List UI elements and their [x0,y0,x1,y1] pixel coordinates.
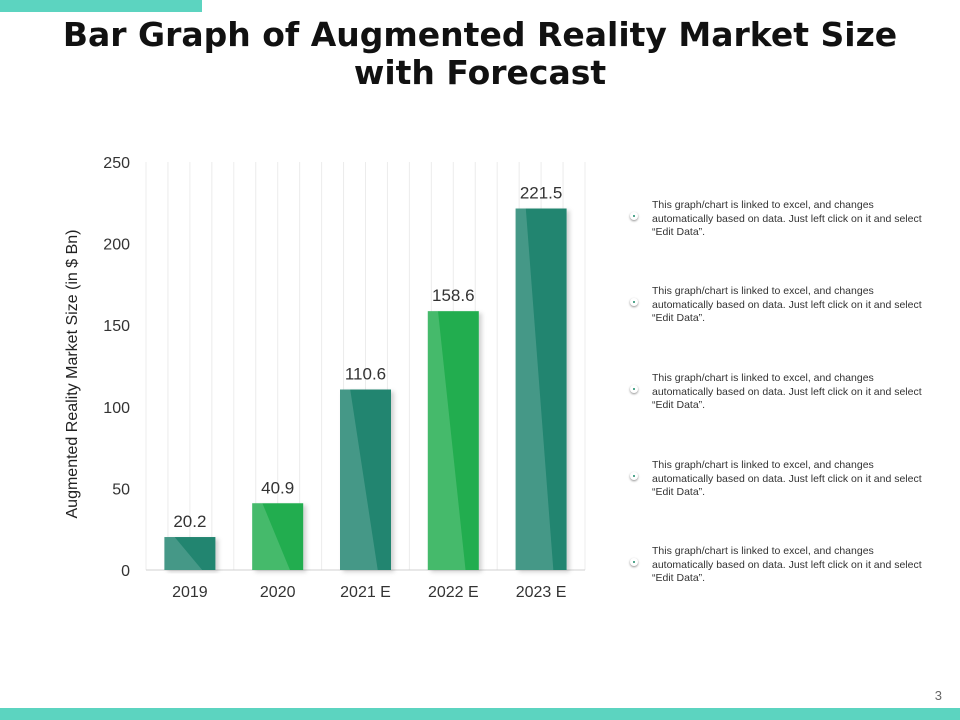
x-tick-label: 2022 E [428,584,479,601]
y-axis-label: Augmented Reality Market Size (in $ Bn) [64,229,81,518]
page-number: 3 [934,688,942,703]
bar [252,503,304,570]
y-tick-label: 50 [112,481,130,498]
bullet-icon [630,472,638,480]
bullet-icon [630,558,638,566]
bar-highlight [515,208,554,570]
y-tick-label: 150 [103,318,130,335]
bar [340,389,391,570]
bar-highlight [427,311,466,570]
data-label: 158.6 [432,286,475,305]
y-tick-label: 200 [103,237,130,254]
y-tick-label: 100 [103,400,130,417]
data-label: 221.5 [520,184,563,203]
bar-highlight [340,389,378,570]
bottom-accent-band [0,708,960,720]
bar [427,311,479,570]
top-accent-bar [0,0,202,12]
y-tick-label: 0 [121,563,130,580]
note-text: This graph/chart is linked to excel, and… [652,285,922,324]
note-text: This graph/chart is linked to excel, and… [652,545,922,584]
bar-highlight [164,537,203,570]
x-tick-label: 2021 E [340,584,391,601]
note-text: This graph/chart is linked to excel, and… [652,199,922,238]
bullet-icon [630,212,638,220]
data-label: 40.9 [261,478,294,497]
note-text: This graph/chart is linked to excel, and… [652,372,922,411]
bar [515,208,567,570]
bar [164,537,216,570]
x-tick-label: 2023 E [516,584,567,601]
bullet-icon [630,385,638,393]
slide-title: Bar Graph of Augmented Reality Market Si… [62,15,898,92]
bullet-icon [630,298,638,306]
x-tick-label: 2020 [260,584,296,601]
note-text: This graph/chart is linked to excel, and… [652,459,922,498]
y-tick-label: 250 [103,155,130,172]
x-tick-label: 2019 [172,584,208,601]
data-label: 20.2 [173,512,206,531]
data-label: 110.6 [345,365,386,384]
bar-highlight [252,503,290,570]
